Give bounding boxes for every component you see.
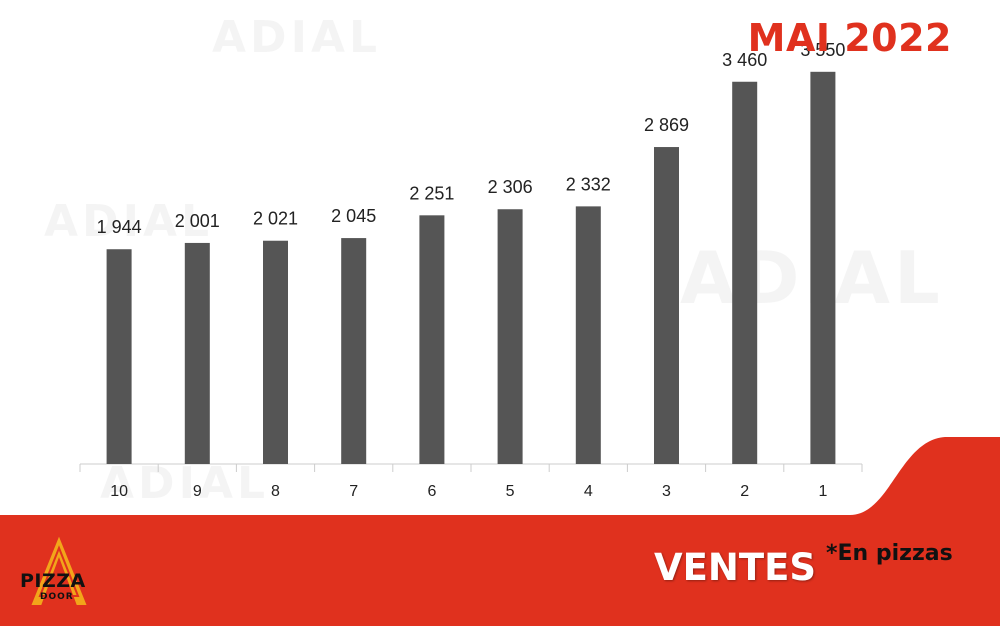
watermark-text-2: ADIAL — [44, 196, 213, 247]
watermark-text-1: ADIAL — [212, 12, 381, 63]
category-label-3: 3 — [662, 483, 671, 500]
category-label-9: 9 — [193, 483, 202, 500]
category-labels-group: 10 9 8 7 6 5 4 3 2 1 — [110, 483, 827, 500]
value-label-5: 2 306 — [488, 177, 533, 197]
bar-10 — [106, 249, 132, 464]
footer-label: VENTES — [654, 546, 817, 589]
value-labels-group: 1 944 2 001 2 021 2 045 2 251 2 306 2 332 2 869… — [97, 40, 846, 237]
value-label-6: 2 251 — [409, 183, 454, 203]
category-label-6: 6 — [427, 483, 436, 500]
bar-7 — [341, 238, 367, 464]
bar-1 — [810, 71, 836, 465]
bars-group — [106, 71, 836, 465]
value-label-1: 3 550 — [800, 40, 845, 60]
bar-2 — [732, 81, 758, 464]
value-label-3: 2 869 — [644, 115, 689, 135]
category-label-4: 4 — [584, 483, 593, 500]
value-label-7: 2 045 — [331, 206, 376, 226]
value-label-9: 2 001 — [175, 211, 220, 231]
category-label-8: 8 — [271, 483, 280, 500]
bar-5 — [497, 209, 523, 464]
footer-note: *En pizzas — [826, 541, 953, 566]
category-label-1: 1 — [818, 483, 827, 500]
page-title: MAI 2022 — [747, 16, 952, 60]
bar-3 — [654, 147, 679, 464]
logo-text: PIZZA — [20, 570, 86, 592]
value-label-4: 2 332 — [566, 174, 611, 194]
watermark-text-3: ADIAL — [680, 236, 944, 320]
value-label-2: 3 460 — [722, 50, 767, 70]
footer-band — [0, 437, 1000, 626]
category-label-10: 10 — [110, 483, 128, 500]
logo-subtext: DOOR — [40, 592, 74, 602]
bar-8 — [263, 240, 288, 464]
value-label-10: 1 944 — [97, 217, 142, 237]
bar-6 — [419, 215, 445, 464]
category-label-5: 5 — [506, 483, 515, 500]
category-label-7: 7 — [349, 483, 358, 500]
category-label-2: 2 — [740, 483, 749, 500]
bar-9 — [184, 242, 210, 464]
bar-4 — [575, 206, 601, 465]
value-label-8: 2 021 — [253, 209, 298, 229]
watermark-text-4: ADIAL — [100, 458, 269, 509]
x-axis-ticks — [79, 464, 863, 472]
pizza-door-logo-icon — [28, 532, 90, 607]
